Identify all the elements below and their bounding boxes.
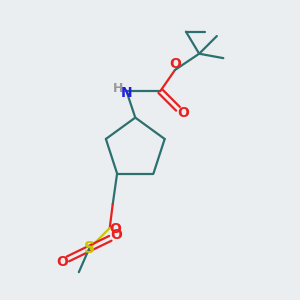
Text: O: O [177,106,189,120]
Text: N: N [121,85,133,100]
Text: O: O [110,228,122,242]
Text: S: S [84,241,94,256]
Text: H: H [112,82,123,95]
Text: O: O [110,223,122,236]
Text: O: O [56,255,68,269]
Text: O: O [169,57,181,71]
